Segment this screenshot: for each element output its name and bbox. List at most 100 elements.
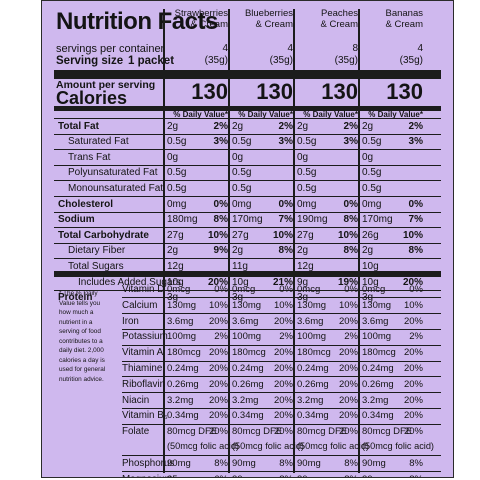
vitamin-label: Riboflavin xyxy=(122,378,166,390)
nutrient-amount: 0.5g xyxy=(362,136,382,148)
vitamin-rule xyxy=(122,392,441,393)
vitamin-amount: 90mg xyxy=(362,457,386,469)
nutrient-label: Monounsaturated Fat xyxy=(68,182,164,194)
vitamin-dv: 8% xyxy=(214,457,228,469)
vitamin-dv: 8% xyxy=(409,457,423,469)
vitamin-rule xyxy=(122,344,441,346)
nutrient-label: Total Carbohydrate xyxy=(58,229,149,241)
nutrient-dv: 10% xyxy=(207,229,228,241)
vitamin-amount: 3.2mg xyxy=(232,394,259,406)
nutrient-dv: 2% xyxy=(408,120,423,132)
nutrient-label: Saturated Fat xyxy=(68,136,129,148)
vitamin-amount: 0.24mg xyxy=(362,363,394,374)
vitamin-dv: 10% xyxy=(208,299,228,311)
vitamin-sub: (50mcg folic acid) xyxy=(297,441,369,452)
vitamin-amount: 0mcg xyxy=(297,284,321,295)
vitamin-amount: 30mg xyxy=(362,475,386,477)
nutrient-amount: 10g xyxy=(362,276,379,288)
column-separator-0 xyxy=(163,9,165,271)
nutrient-dv: 2% xyxy=(278,120,293,132)
nutrient-dv: 10% xyxy=(337,229,358,241)
column-servings: 4 xyxy=(222,43,228,54)
vitamin-dv: 20% xyxy=(273,410,293,422)
nutrient-amount: 2g xyxy=(232,120,244,132)
nutrient-amount: 0g xyxy=(362,151,374,163)
nutrient-amount: 0.5g xyxy=(297,182,317,194)
column-calories: 130 xyxy=(386,79,423,104)
vitamin-dv: 20% xyxy=(208,347,228,359)
vitamin-sub: (50mcg folic acid) xyxy=(362,441,434,452)
vitamin-label: Vitamin D xyxy=(122,284,165,295)
nutrient-amount: 2g xyxy=(297,120,309,132)
vitamin-amount: 3.6mg xyxy=(232,315,259,327)
vitamin-amount: 30mg xyxy=(297,475,321,477)
nutrient-dv: 3% xyxy=(408,136,423,148)
nutrient-label: Trans Fat xyxy=(68,151,111,163)
column-name: Peaches xyxy=(321,8,358,19)
dv-header: % Daily Value* xyxy=(238,110,293,119)
nutrient-amount: 2g xyxy=(232,245,244,257)
column-name: & Cream xyxy=(385,19,423,30)
nutrient-dv: 2% xyxy=(213,120,228,132)
nutrient-label: Cholesterol xyxy=(58,198,114,210)
row-rule xyxy=(54,242,441,244)
vitamin-dv: 20% xyxy=(338,394,358,406)
nutrient-label: Total Sugars xyxy=(68,260,124,272)
vitamin-amount: 0.26mg xyxy=(167,378,199,390)
nutrient-dv: 10% xyxy=(402,229,423,241)
column-separator-vitamins-1 xyxy=(228,277,230,473)
vitamin-label: Thiamine xyxy=(122,363,163,374)
nutrient-label: Includes Added Sugars xyxy=(78,276,181,288)
dv-header: % Daily Value* xyxy=(368,110,423,119)
nutrient-amount: 27g xyxy=(232,229,249,241)
vitamin-label: Phosphorus xyxy=(122,457,175,469)
column-separator-vitamins-2 xyxy=(293,277,295,473)
nutrient-amount: 170mg xyxy=(362,214,393,226)
nutrient-amount: 0g xyxy=(297,151,309,163)
nutrient-dv: 7% xyxy=(278,214,293,226)
nutrient-amount: 2g xyxy=(362,120,374,132)
vitamin-rule xyxy=(122,297,441,299)
vitamin-amount: 100mg xyxy=(362,331,392,343)
row-rule xyxy=(54,118,441,119)
nutrient-amount: 9g xyxy=(297,276,309,288)
vitamin-label: Vitamin A xyxy=(122,347,164,359)
vitamin-amount: 0.34mg xyxy=(297,410,329,422)
row-rule xyxy=(54,164,441,166)
column-separator-2 xyxy=(293,9,295,271)
vitamin-dv: 8% xyxy=(297,475,358,477)
calories-label: Calories xyxy=(56,88,128,108)
vitamin-amount: 180mcg xyxy=(362,347,396,359)
vitamin-amount: 80mcg DFE xyxy=(297,426,348,438)
vitamin-dv: 20% xyxy=(338,347,358,359)
nutrient-amount: 10g xyxy=(232,276,249,288)
column-servings: 8 xyxy=(352,43,358,54)
column-name: & Cream xyxy=(255,19,293,30)
vitamin-amount: 0mcg xyxy=(362,284,386,295)
nutrient-amount: 10g xyxy=(167,276,184,288)
vitamin-dv: 20% xyxy=(208,394,228,406)
vitamin-rule xyxy=(122,423,441,425)
column-grams: (35g) xyxy=(204,55,228,66)
vitamin-amount: 0.24mg xyxy=(297,363,329,374)
vitamin-dv: 20% xyxy=(403,426,423,438)
vitamin-dv: 10% xyxy=(338,299,358,311)
nutrient-amount: 0mg xyxy=(297,198,317,210)
nutrient-label: Dietary Fiber xyxy=(68,245,126,257)
vitamin-amount: 0mcg xyxy=(232,284,256,295)
column-separator-vitamins-3 xyxy=(358,277,360,473)
nutrient-dv: 3% xyxy=(213,136,228,148)
nutrient-amount: 2g xyxy=(297,245,309,257)
servings-label: servings per container xyxy=(56,43,165,55)
vitamin-dv: 20% xyxy=(208,363,228,374)
vitamin-rule xyxy=(122,313,441,314)
vitamin-dv: 20% xyxy=(338,315,358,327)
vitamin-dv: 20% xyxy=(273,426,293,438)
nutrient-label: Polyunsaturated Fat xyxy=(68,167,158,179)
nutrient-dv: 20% xyxy=(207,276,228,288)
vitamin-dv: 2% xyxy=(214,331,228,343)
nutrient-dv: 3% xyxy=(278,136,293,148)
column-name: Strawberries xyxy=(174,8,228,19)
vitamin-dv: 2% xyxy=(279,331,293,343)
vitamin-amount: 3.6mg xyxy=(297,315,324,327)
